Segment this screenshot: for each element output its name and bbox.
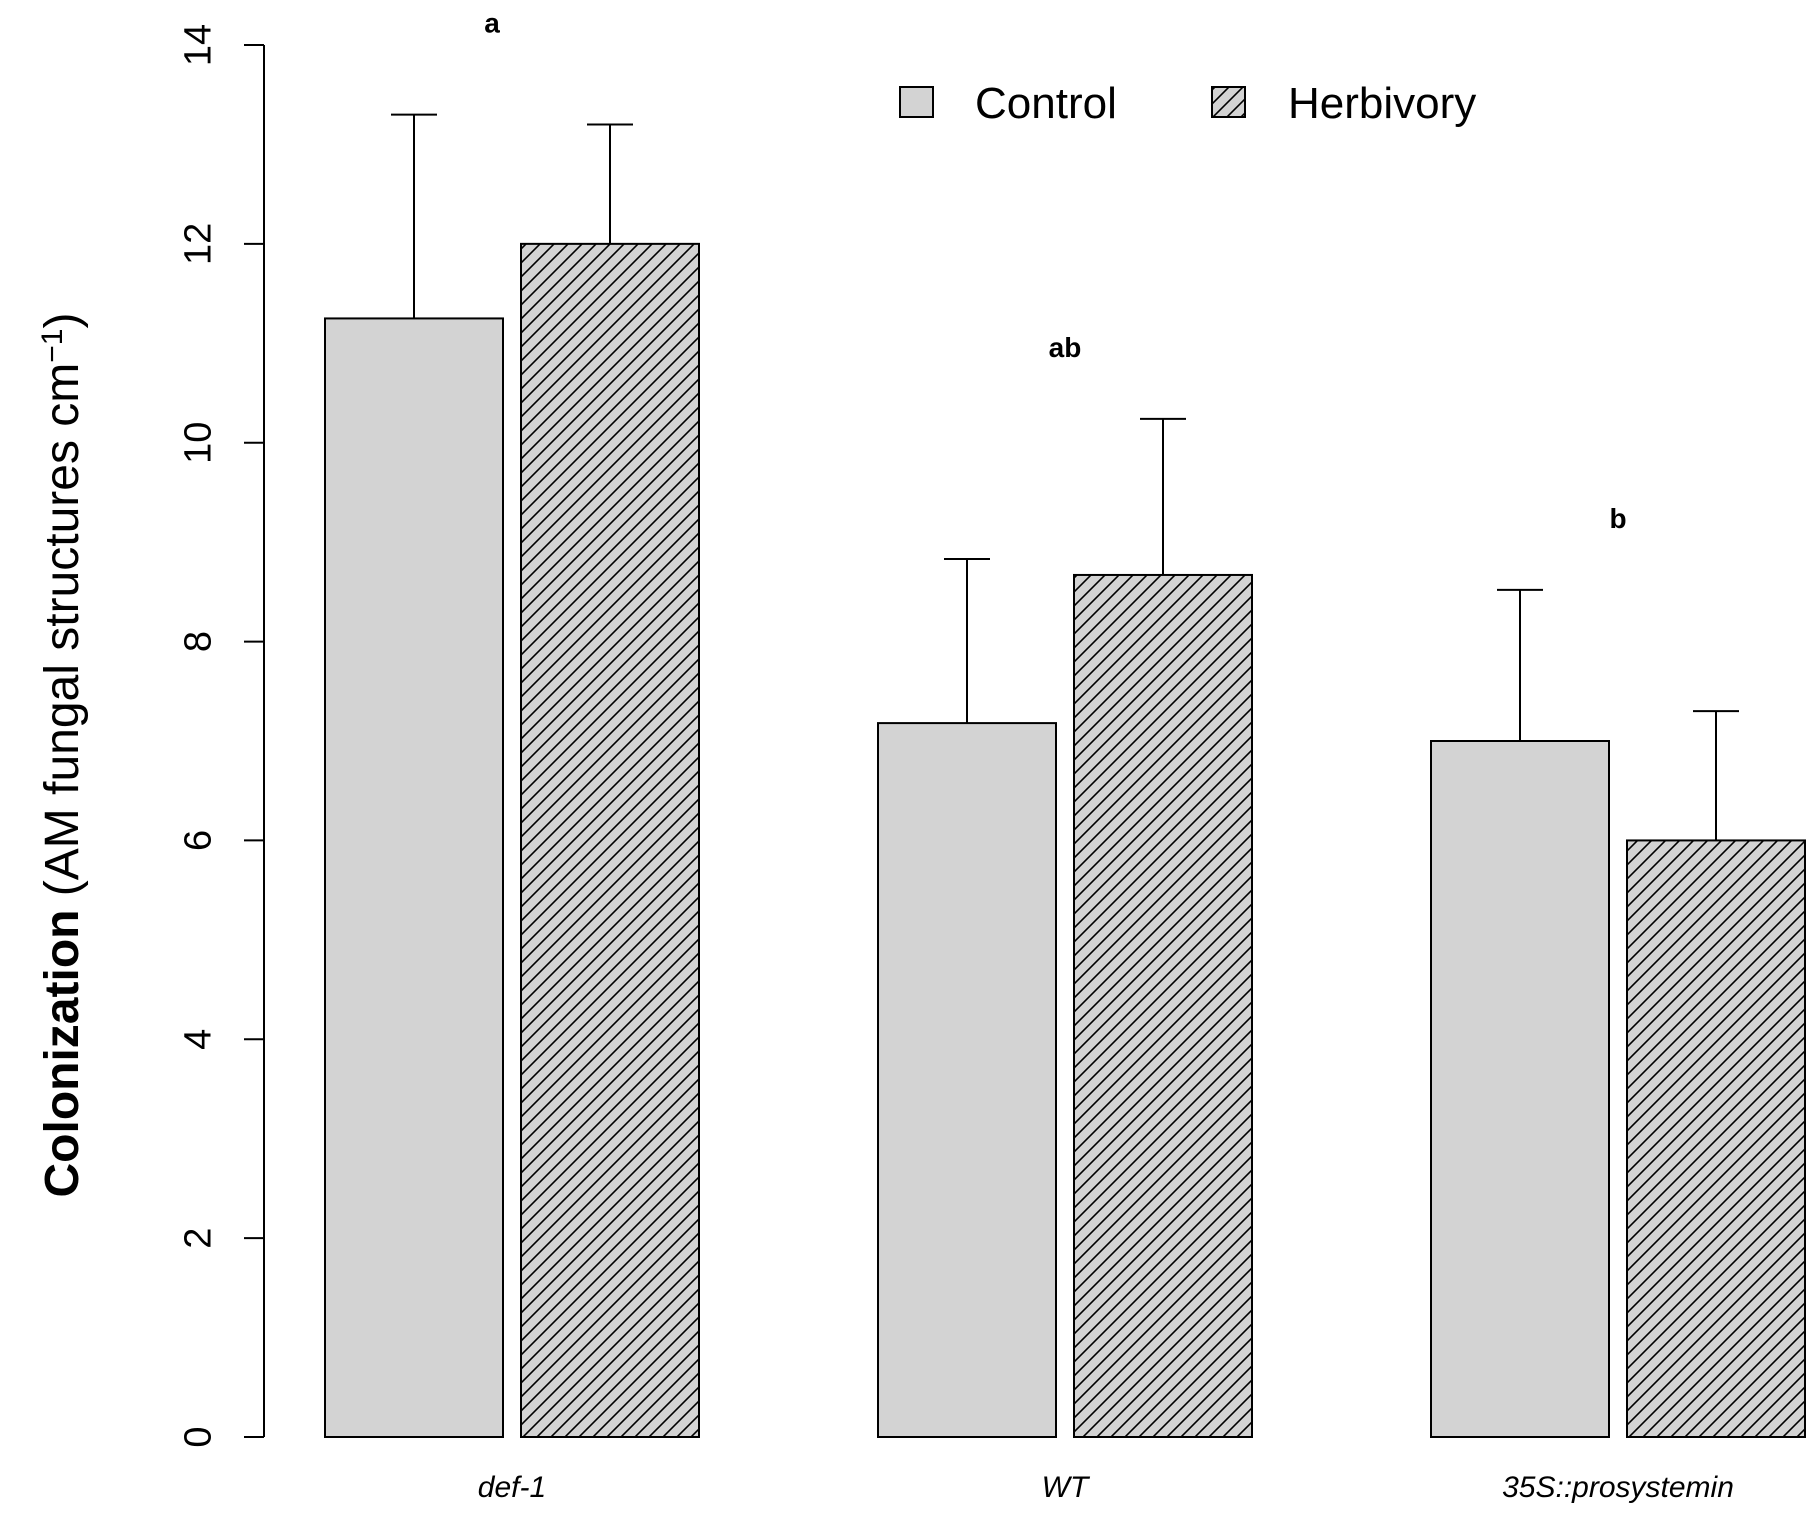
legend-swatch-herbivory xyxy=(1211,86,1246,118)
y-label-bold: Colonization xyxy=(36,910,89,1198)
bar-herbivory-1 xyxy=(520,242,700,1438)
y-tick-label: 0 xyxy=(177,1426,219,1447)
bar-control-3 xyxy=(1430,740,1610,1438)
legend-label: Herbivory xyxy=(1288,79,1476,128)
y-axis-label: Colonization (AM fungal structures cm−1) xyxy=(36,313,90,1198)
bar-herbivory-2 xyxy=(1073,573,1253,1438)
legend-swatch-control xyxy=(899,86,934,118)
bars xyxy=(324,242,1806,1438)
y-label-superscript: −1 xyxy=(36,328,69,362)
category-labels: def-1 WT 35S::prosystemin xyxy=(478,1471,1734,1504)
legend: Control Herbivory xyxy=(899,79,1476,128)
y-axis: 0 2 4 6 8 10 12 14 xyxy=(177,24,265,1448)
y-tick-label: 12 xyxy=(177,223,219,265)
bar-control-2 xyxy=(877,722,1057,1438)
y-tick-label: 2 xyxy=(177,1228,219,1249)
y-tick-label: 6 xyxy=(177,830,219,851)
significance-letter: a xyxy=(484,8,500,39)
error-bars xyxy=(391,113,1739,841)
y-tick-label: 8 xyxy=(177,631,219,652)
category-label: WT xyxy=(1042,1471,1091,1504)
category-label: def-1 xyxy=(478,1471,546,1504)
significance-letters: a ab b xyxy=(484,8,1626,534)
significance-letter: ab xyxy=(1049,332,1082,363)
y-label-units: (AM fungal structures cm xyxy=(36,363,89,910)
bar-herbivory-3 xyxy=(1626,839,1806,1438)
y-tick-label: 10 xyxy=(177,422,219,464)
y-label-close: ) xyxy=(36,313,89,329)
significance-letter: b xyxy=(1609,503,1626,534)
y-tick-label: 14 xyxy=(177,24,219,66)
category-label: 35S::prosystemin xyxy=(1502,1471,1734,1504)
y-tick-label: 4 xyxy=(177,1029,219,1050)
bar-control-1 xyxy=(324,317,504,1438)
legend-label: Control xyxy=(975,79,1117,128)
